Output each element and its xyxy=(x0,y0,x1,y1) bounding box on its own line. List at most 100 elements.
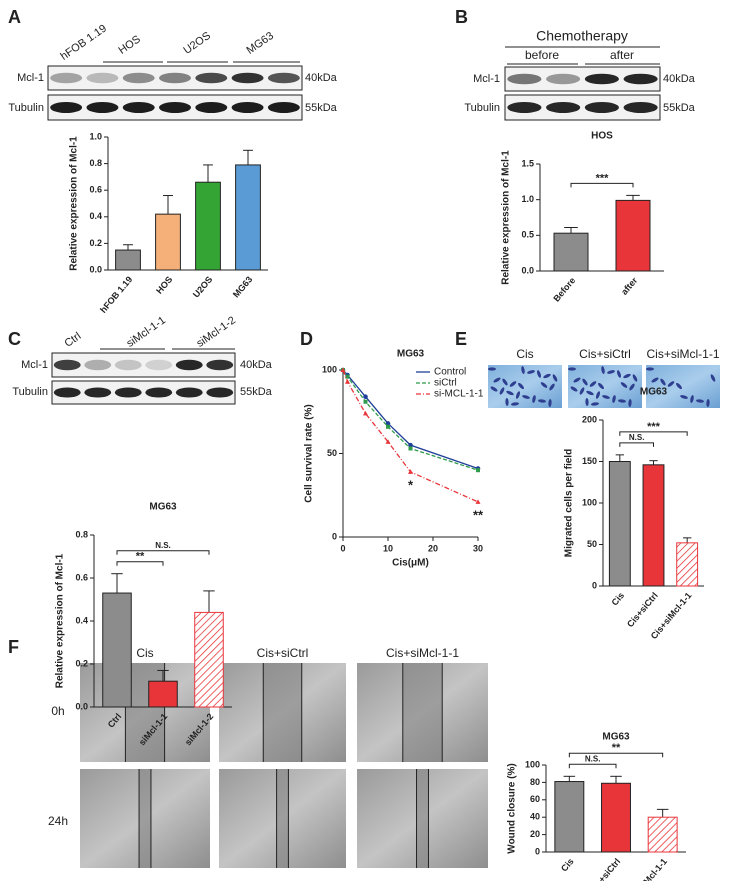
chart-title: MG63 xyxy=(640,387,668,398)
bar xyxy=(554,781,585,853)
blot-frame xyxy=(51,380,236,405)
cell xyxy=(618,399,626,403)
blot-band xyxy=(122,72,155,84)
cell xyxy=(511,402,519,406)
cell xyxy=(628,399,632,407)
size-label: 40kDa xyxy=(663,73,696,85)
blot-band xyxy=(50,102,83,113)
y-tick-label: 0.0 xyxy=(521,265,534,275)
cell xyxy=(646,367,654,371)
y-tick-label: 1.0 xyxy=(89,131,102,141)
cell xyxy=(573,377,581,383)
panel-letter: A xyxy=(8,7,21,27)
y-tick-label: 0.6 xyxy=(75,572,88,582)
significance-bracket xyxy=(570,182,634,188)
cell xyxy=(515,391,521,399)
significance-label: N.S. xyxy=(629,433,645,442)
cell xyxy=(667,381,675,387)
bar xyxy=(608,461,631,587)
lane-label: Ctrl xyxy=(63,330,84,350)
marker xyxy=(340,367,346,372)
y-tick-label: 0.4 xyxy=(75,615,88,625)
cell xyxy=(607,370,615,374)
bar xyxy=(601,782,631,853)
row-label: 0h xyxy=(51,704,64,718)
panel-letter: B xyxy=(455,7,468,27)
scratch-gap xyxy=(276,769,289,868)
blot-band xyxy=(159,72,191,84)
blot-band xyxy=(145,387,173,398)
column-label: Cis xyxy=(136,646,153,660)
lane-label: hFOB 1.19 xyxy=(59,22,109,62)
y-axis-label: Wound closure (%) xyxy=(507,763,518,853)
cell xyxy=(620,382,628,388)
bar xyxy=(195,181,221,271)
cell xyxy=(552,374,558,382)
x-tick-label: Before xyxy=(551,275,577,303)
cell xyxy=(601,366,605,374)
x-tick-label: Cis+siCtrl xyxy=(588,856,623,881)
size-label: 55kDa xyxy=(663,102,696,114)
x-tick-label: after xyxy=(619,275,640,297)
y-tick-label: 0.2 xyxy=(89,238,102,248)
y-tick-label: 80 xyxy=(530,777,540,787)
significance-bracket xyxy=(619,431,688,436)
blot-band xyxy=(206,387,234,398)
x-tick-label: 0 xyxy=(340,543,345,553)
blot-band xyxy=(50,72,83,84)
y-tick-label: 0.0 xyxy=(89,264,102,274)
bar xyxy=(615,199,651,272)
panel-letter: F xyxy=(8,637,19,657)
bar xyxy=(642,464,665,587)
cell xyxy=(522,395,530,399)
y-tick-label: 0.5 xyxy=(521,230,534,240)
column-label: Cis+siCtrl xyxy=(257,646,309,660)
blot-band xyxy=(231,72,264,84)
y-tick-label: 50 xyxy=(587,539,597,549)
blot-label: Mcl-1 xyxy=(473,73,500,85)
cell xyxy=(617,370,621,378)
panel-letter: C xyxy=(8,329,21,349)
scratch-gap xyxy=(402,663,443,762)
significance-label: ** xyxy=(136,551,145,563)
blot-band xyxy=(546,73,581,85)
bar xyxy=(553,232,589,272)
blot-band xyxy=(159,102,191,113)
bar xyxy=(676,542,699,587)
significance-bracket xyxy=(568,752,664,758)
cell xyxy=(591,402,599,406)
marker xyxy=(345,379,350,384)
cell xyxy=(696,399,704,403)
legend-label: siCtrl xyxy=(434,378,457,389)
x-tick-label: Cis+siCtrl xyxy=(625,590,660,629)
cell xyxy=(568,367,576,371)
blot-band xyxy=(145,359,173,371)
y-tick-label: 0.8 xyxy=(89,158,102,168)
blot-band xyxy=(507,102,542,113)
y-tick-label: 50 xyxy=(327,448,337,458)
legend-label: si-MCL-1-1 xyxy=(434,389,484,400)
cell xyxy=(595,391,601,399)
marker xyxy=(476,468,480,473)
cell xyxy=(537,370,541,378)
legend-label: Control xyxy=(434,367,466,378)
blot-band xyxy=(114,387,142,398)
y-tick-label: 100 xyxy=(582,497,597,507)
bar xyxy=(194,611,224,708)
x-tick-label: HOS xyxy=(154,274,174,295)
group-header: Chemotherapy xyxy=(536,28,628,44)
y-tick-label: 20 xyxy=(530,829,540,839)
lane-label: U2OS xyxy=(182,30,213,57)
y-tick-label: 100 xyxy=(525,759,540,769)
cell xyxy=(509,381,517,387)
y-tick-label: 0 xyxy=(535,846,540,856)
y-tick-label: 0 xyxy=(592,580,597,590)
blot-band xyxy=(86,102,119,113)
scratch-gap xyxy=(139,769,151,868)
cell xyxy=(579,387,585,395)
y-tick-label: 200 xyxy=(582,414,597,424)
significance-label: *** xyxy=(596,172,610,184)
y-tick-label: 60 xyxy=(530,794,540,804)
x-tick-label: 20 xyxy=(428,543,438,553)
marker xyxy=(475,499,481,504)
